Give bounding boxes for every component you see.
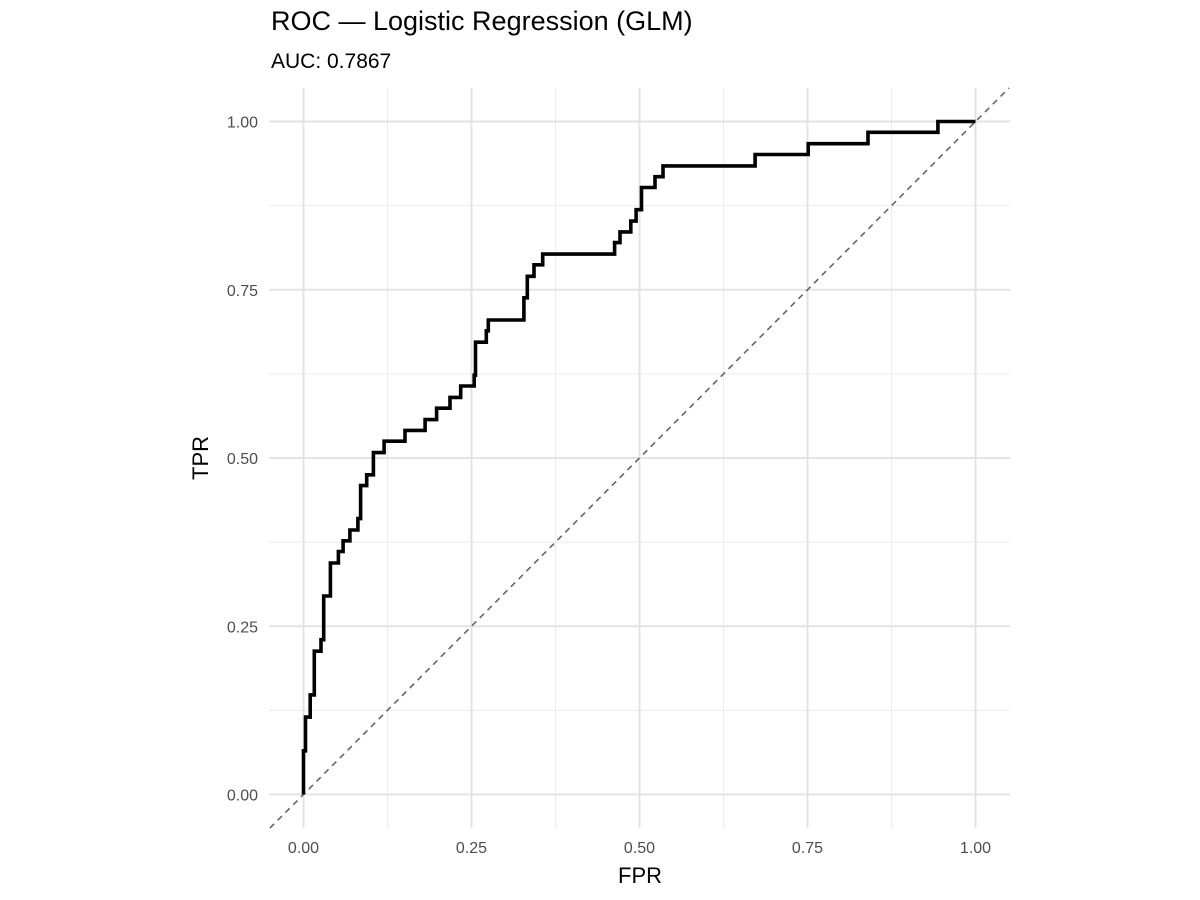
roc-curve-line [301,119,976,795]
y-tick-label: 1.00 [227,115,258,132]
x-tick-label: 0.25 [456,840,487,857]
x-axis-title: FPR [618,863,662,888]
y-tick-label: 0.25 [227,619,258,636]
x-tick-label: 1.00 [960,840,991,857]
x-axis-ticks: 0.00 0.25 0.50 0.75 1.00 [288,840,991,857]
y-tick-label: 0.50 [227,451,258,468]
x-tick-label: 0.75 [792,840,823,857]
y-tick-label: 0.00 [227,788,258,805]
y-axis-title: TPR [188,436,213,480]
y-tick-label: 0.75 [227,283,258,300]
chart-title: ROC — Logistic Regression (GLM) [271,6,693,36]
roc-curve-layer [301,119,976,795]
x-tick-label: 0.50 [624,840,655,857]
major-gridlines [269,88,1010,828]
diagonal-reference-line [269,87,1010,829]
x-tick-label: 0.00 [288,840,319,857]
diagonal-reference-layer [269,87,1010,829]
chart-subtitle: AUC: 0.7867 [271,50,392,73]
y-axis-ticks: 0.00 0.25 0.50 0.75 1.00 [227,115,258,805]
